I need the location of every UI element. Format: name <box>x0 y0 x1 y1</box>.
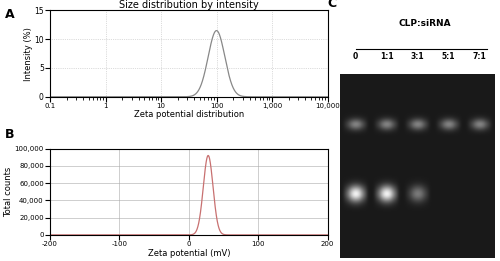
Text: 3:1: 3:1 <box>410 52 424 61</box>
Text: 7:1: 7:1 <box>472 52 486 61</box>
Text: 0: 0 <box>353 52 358 61</box>
Text: B: B <box>5 128 15 141</box>
X-axis label: Zeta potential (mV): Zeta potential (mV) <box>148 248 230 258</box>
Title: Size distribution by intensity: Size distribution by intensity <box>119 0 258 10</box>
Text: 5:1: 5:1 <box>442 52 455 61</box>
Text: C: C <box>328 0 336 10</box>
Text: CLP:siRNA: CLP:siRNA <box>399 19 452 28</box>
Y-axis label: Intensity (%): Intensity (%) <box>24 27 32 81</box>
Text: A: A <box>5 8 15 21</box>
X-axis label: Zeta potential distribution: Zeta potential distribution <box>134 110 244 120</box>
Text: 1:1: 1:1 <box>380 52 394 61</box>
Y-axis label: Total counts: Total counts <box>4 167 13 217</box>
